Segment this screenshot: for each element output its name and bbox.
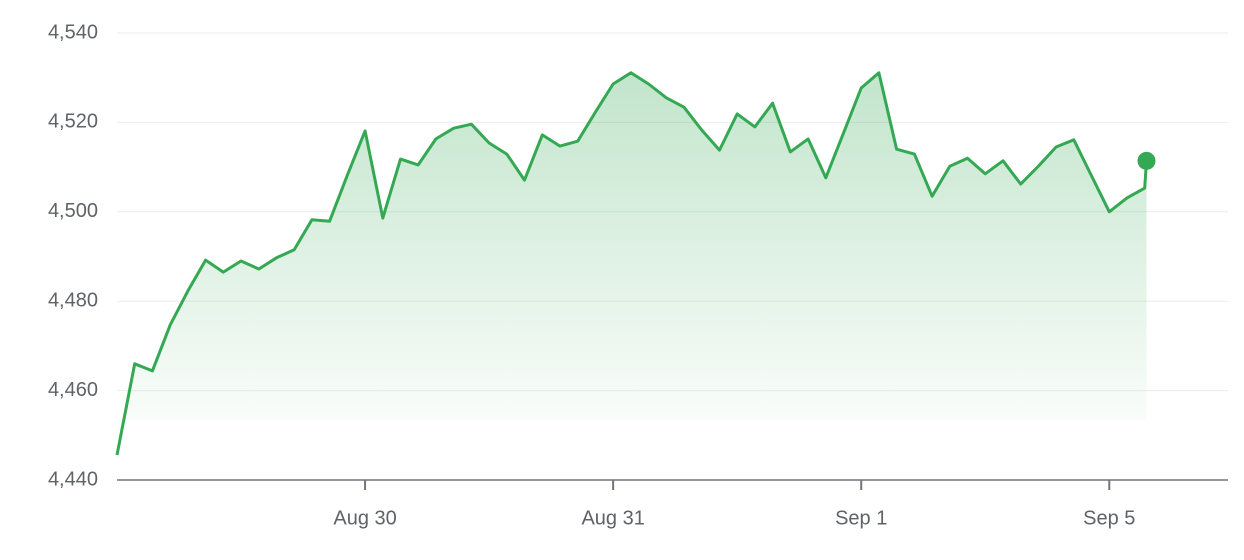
x-tick-label: Aug 31 xyxy=(581,507,644,529)
last-point xyxy=(1137,151,1156,170)
y-tick-label: 4,440 xyxy=(48,468,98,490)
price-line xyxy=(115,71,1148,456)
y-tick-label: 4,460 xyxy=(48,379,98,401)
area-fill xyxy=(117,72,1147,456)
x-tick-label: Sep 5 xyxy=(1083,507,1135,529)
y-tick-label: 4,520 xyxy=(48,111,98,133)
x-tick-label: Aug 30 xyxy=(333,507,396,529)
x-tick-label: Sep 1 xyxy=(835,507,887,529)
y-tick-label: 4,500 xyxy=(48,200,98,222)
y-tick-label: 4,540 xyxy=(48,21,98,43)
y-tick-label: 4,480 xyxy=(48,289,98,311)
